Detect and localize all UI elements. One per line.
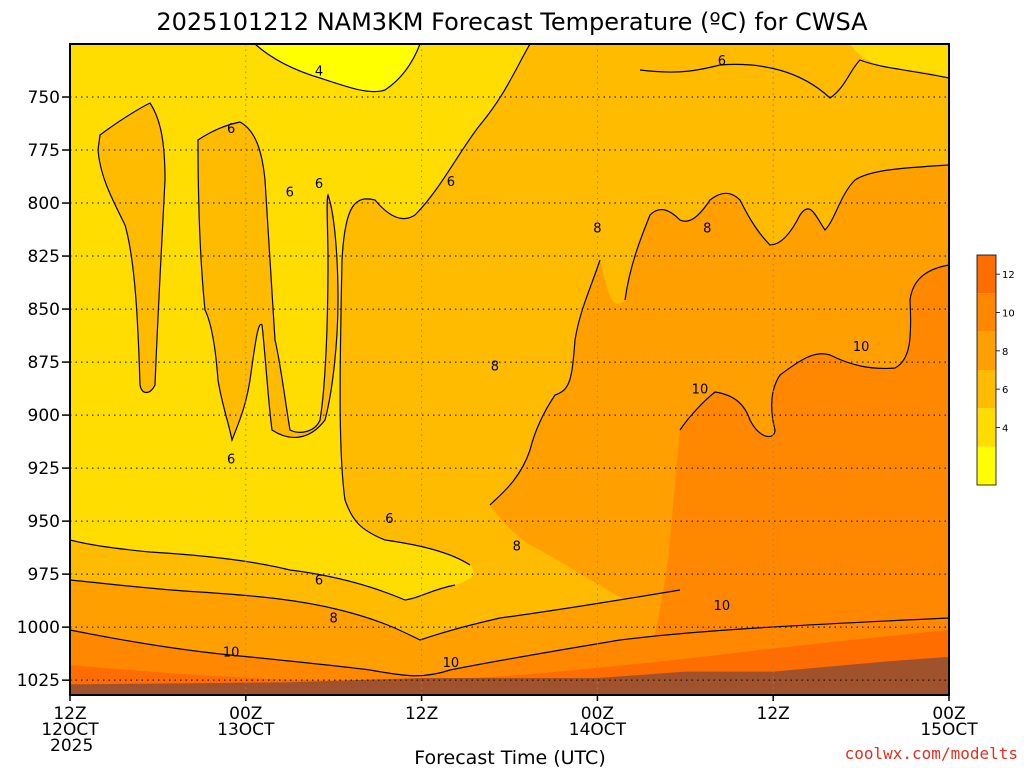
contour-8-mid-finger (197, 121, 339, 443)
contour-8-right (489, 164, 949, 506)
contour-lines (70, 44, 949, 677)
colorbar: 4 6 8 10 12 (976, 254, 1015, 486)
colorbar-tick-label: 8 (1002, 347, 1008, 358)
credit-text: coolwx.com/modelts (845, 744, 1018, 763)
contour-label: 6 (315, 177, 323, 192)
y-tick-label: 875 (28, 353, 60, 373)
contour-label: 10 (223, 646, 240, 661)
y-tick-label: 775 (28, 141, 60, 161)
colorbar-swatch (977, 255, 996, 294)
chart-title: 2025101212 NAM3KM Forecast Temperature (… (156, 8, 868, 36)
x-axis-label: Forecast Time (UTC) (414, 747, 605, 768)
x-tick-label: 12Z (405, 704, 438, 724)
colorbar-tick-label: 10 (1002, 309, 1015, 320)
y-axis: 750 775 800 825 850 875 900 925 950 975 1000 1025 (17, 88, 70, 691)
colorbar-tick-label: 6 (1002, 385, 1008, 396)
contour-label: 10 (692, 383, 709, 398)
x-tick-label: 00Z (581, 704, 614, 724)
x-tick-label: 13OCT (217, 720, 275, 740)
colorbar-swatch (977, 331, 996, 370)
y-tick-label: 825 (28, 247, 60, 267)
contour-4 (254, 44, 421, 93)
plot-area (70, 44, 949, 695)
band-6-8-right (850, 44, 949, 78)
x-tick-label: 12Z (757, 704, 790, 724)
contour-label: 10 (443, 656, 460, 671)
y-tick-label: 800 (28, 194, 60, 214)
y-gridlines (70, 96, 949, 681)
contour-label: 6 (286, 185, 294, 200)
ground-surface (70, 656, 949, 695)
contour-8-lower (70, 579, 681, 641)
contour-label: 6 (227, 122, 235, 137)
contour-8-left-finger (97, 102, 166, 394)
colorbar-tick-label: 12 (1002, 270, 1015, 281)
y-tick-label: 925 (28, 459, 60, 479)
colorbar-tick-label: 4 (1002, 424, 1008, 435)
x-tick-label: 00Z (932, 704, 965, 724)
y-tick-label: 900 (28, 406, 60, 426)
contour-label: 6 (447, 175, 455, 190)
colorbar-swatch (977, 408, 996, 447)
colorbar-frame (976, 254, 997, 486)
contour-label: 8 (330, 612, 338, 627)
plot-frame (69, 43, 950, 696)
y-tick-label: 1025 (17, 671, 60, 691)
contour-10-right (679, 264, 949, 438)
y-tick-label: 1000 (17, 618, 60, 638)
contour-6-upper (339, 44, 531, 566)
y-tick-label: 975 (28, 565, 60, 585)
x-tick-label: 14OCT (569, 720, 627, 740)
colorbar-swatch (977, 446, 996, 485)
contour-10-lower (70, 617, 949, 677)
x-tick-label: 00Z (229, 704, 262, 724)
band-8-10-left-finger (98, 103, 165, 393)
x-tick-label: 15OCT (920, 720, 978, 740)
contour-label: 10 (853, 340, 870, 355)
colorbar-swatch (977, 370, 996, 409)
band-4-6-cap (255, 44, 420, 92)
colorbar-swatch (977, 293, 996, 332)
x-tick-label: 12OCT (41, 720, 99, 740)
y-tick-label: 850 (28, 300, 60, 320)
contour-label: 4 (315, 65, 323, 80)
band-6-8-upper (70, 44, 530, 600)
x-tick-label: 2025 (50, 736, 93, 756)
contour-label: 6 (718, 54, 726, 69)
y-tick-label: 950 (28, 512, 60, 532)
contour-label: 10 (714, 599, 731, 614)
contour-labels: 4 6 6 6 6 6 8 8 10 8 10 6 6 6 8 8 10 10 10 (223, 54, 869, 671)
contour-label: 8 (513, 540, 521, 555)
band-8-10-mid-finger (198, 122, 338, 440)
x-tick-label: 12Z (53, 704, 86, 724)
contour-label: 8 (593, 221, 601, 236)
contour-6-right (639, 59, 949, 99)
contour-label: 8 (703, 221, 711, 236)
y-tick-label: 750 (28, 88, 60, 108)
band-10-12-upper-right (640, 265, 949, 695)
contour-label: 6 (385, 512, 393, 527)
contour-label: 6 (227, 453, 235, 468)
contour-label: 6 (315, 573, 323, 588)
contour-label: 8 (491, 359, 499, 374)
contour-6-lower (70, 539, 456, 601)
